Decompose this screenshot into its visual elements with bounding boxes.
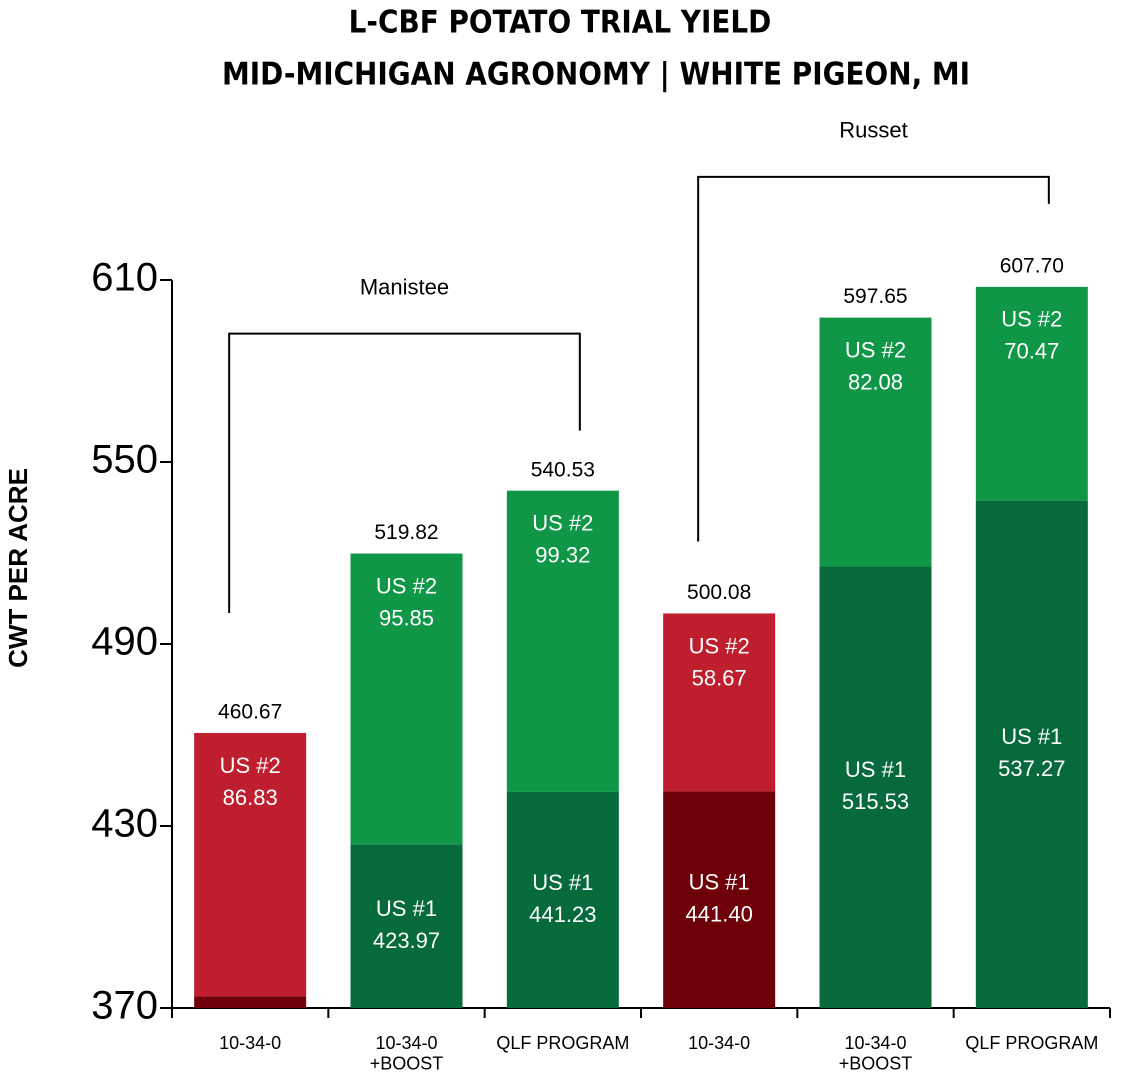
segment-name: US #2: [376, 573, 437, 598]
segment-name: US #2: [845, 337, 906, 362]
segment-value: 86.83: [223, 785, 278, 810]
group-bracket: [228, 332, 581, 613]
segment-name: US #1: [376, 896, 437, 921]
group-label: Russet: [839, 118, 907, 143]
segment-value: 441.40: [686, 902, 753, 927]
y-tick-label: 370: [91, 984, 158, 1028]
segment-name: US #1: [689, 870, 750, 895]
segment-value: 95.85: [379, 605, 434, 630]
segment-value: 70.47: [1004, 339, 1059, 364]
segment-name: US #1: [1001, 724, 1062, 749]
x-tick-label: QLF PROGRAM: [496, 1033, 629, 1053]
y-tick-label: 610: [91, 256, 158, 300]
chart-title: L-CBF POTATO TRIAL YIELD: [349, 5, 772, 41]
segment-name: US #2: [1001, 307, 1062, 332]
bar-segment: [819, 317, 932, 567]
bar-segment: [975, 286, 1088, 501]
chart-subtitle: MID-MICHIGAN AGRONOMY | WHITE PIGEON, MI: [222, 57, 970, 93]
x-tick-label: QLF PROGRAM: [965, 1033, 1098, 1053]
x-tick-label: 10-34-0 +BOOST: [839, 1033, 913, 1074]
segment-name: US #2: [220, 753, 281, 778]
bar-segment: [194, 732, 307, 997]
bar-segment: [350, 844, 463, 1008]
segment-name: US #2: [532, 510, 593, 535]
bar-segment: [663, 791, 776, 1008]
total-label: 500.08: [687, 581, 751, 604]
segment-name: US #1: [532, 870, 593, 895]
bar-segment: [506, 791, 619, 1008]
segment-value: 99.32: [535, 542, 590, 567]
bar-segment: [663, 613, 776, 792]
segment-value: 423.97: [373, 928, 440, 953]
x-tick-label: 10-34-0: [219, 1033, 281, 1053]
group-label: Manistee: [360, 274, 449, 299]
y-axis-label: CWT PER ACRE: [3, 468, 33, 668]
segment-value: 441.23: [529, 902, 596, 927]
bar-segment: [819, 566, 932, 1008]
total-label: 519.82: [374, 521, 438, 544]
group-bracket: [697, 175, 1050, 542]
y-tick-label: 490: [91, 620, 158, 664]
x-tick-label: 10-34-0 +BOOST: [370, 1033, 444, 1074]
total-label: 460.67: [218, 701, 282, 724]
segment-name: US #2: [689, 633, 750, 658]
bar-segment: [506, 490, 619, 792]
y-tick-label: 430: [91, 802, 158, 846]
total-label: 597.65: [843, 285, 907, 308]
y-tick-label: 550: [91, 438, 158, 482]
segment-value: 515.53: [842, 789, 909, 814]
bar-segment: [350, 553, 463, 845]
segment-value: 82.08: [848, 369, 903, 394]
total-label: 607.70: [1000, 255, 1064, 278]
total-label: 540.53: [531, 458, 595, 481]
bar-segment: [194, 996, 307, 1008]
segment-value: 537.27: [998, 756, 1065, 781]
bar-segment: [975, 500, 1088, 1008]
segment-value: 58.67: [692, 665, 747, 690]
x-tick-label: 10-34-0: [688, 1033, 750, 1053]
segment-name: US #1: [845, 757, 906, 782]
